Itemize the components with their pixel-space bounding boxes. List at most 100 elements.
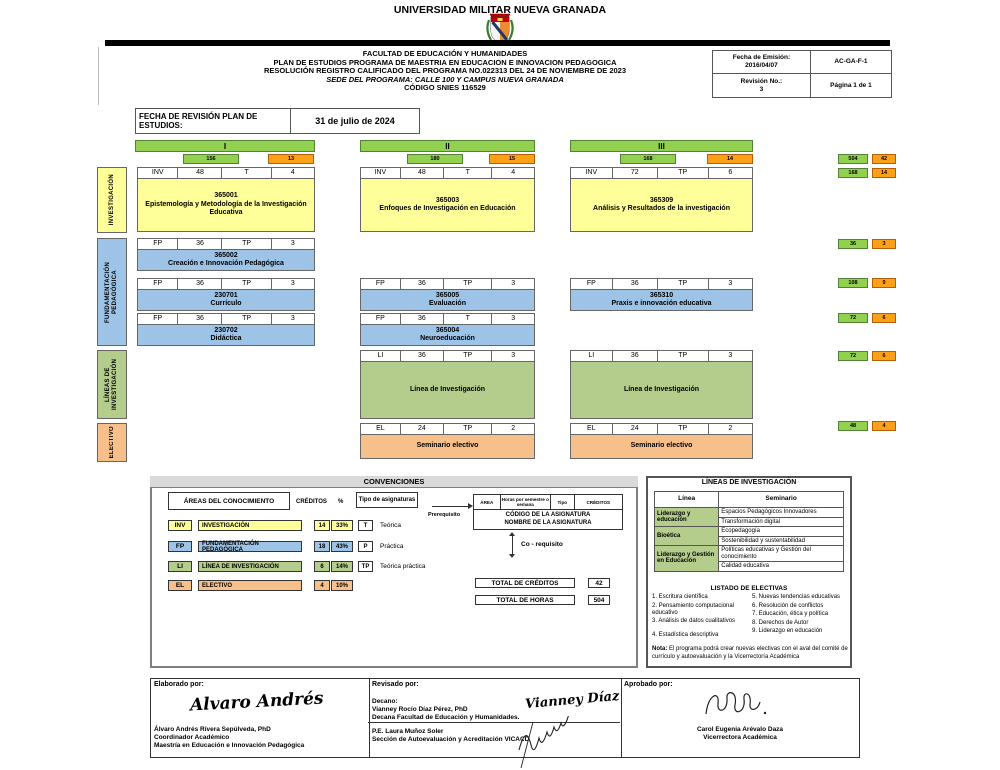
type-chip-tp: TP (358, 561, 373, 572)
course-hours: 24 (401, 424, 445, 434)
course-code: 365310 (649, 291, 674, 299)
type-label-teorica: Teórica (380, 522, 401, 529)
course-area: FP (571, 279, 613, 289)
aprobado-signature-scribble (700, 686, 780, 727)
course-name: Enfoques de Investigación en Educación (379, 205, 516, 212)
course-card-seminario-electivo-s2: EL 24 TP 2 Seminario electivo (360, 423, 535, 459)
revisado-role-1: Decana Facultad de Educación y Humanidad… (372, 714, 520, 721)
course-credits: 3 (728, 280, 733, 287)
course-area: FP (361, 314, 401, 324)
course-area: FP (138, 314, 179, 324)
course-type: TP (444, 424, 493, 434)
sample-course-name: NOMBRE DE LA ASIGNATURA (504, 519, 592, 526)
legend-area-li: LÍNEA DE INVESTIGACIÓN (198, 561, 302, 572)
semester-3-hours-box: 168 (620, 154, 676, 164)
sample-area-header: ÁREA (474, 495, 501, 509)
elaborado-name: Álvaro Andrés Rivera Sepúlveda, PhD (154, 726, 271, 733)
revisado-label: Revisado por: (372, 681, 419, 688)
course-name: Currículo (210, 300, 242, 307)
fp-row3-credits-box: 6 (872, 313, 896, 323)
course-card-230702: FP 36 TP 3 230702 Didáctica (137, 313, 315, 346)
course-code: 365002 (214, 251, 238, 259)
course-area: INV (138, 168, 179, 178)
plan-revision-date-value: 31 de julio de 2024 (315, 116, 395, 126)
legend-abbr-inv: INV (168, 520, 192, 531)
course-code: 365001 (214, 192, 238, 200)
line-liderazgo-gestion: Liderazgo y Gestión en Educación (653, 545, 720, 572)
course-code: 230702 (214, 326, 238, 334)
course-name: Creación e Innovación Pedagógica (168, 260, 284, 267)
seminar-item: Políticas educativas y Gestión del conoc… (718, 545, 844, 562)
aprobado-info: Carol Eugenia Arévalo Daza Vicerrectora … (640, 726, 840, 742)
semester-3-header: III (570, 140, 753, 152)
dean-label: Decano: (372, 698, 398, 705)
course-area: EL (571, 424, 613, 434)
course-hours: 36 (178, 314, 223, 324)
course-name: Análisis y Resultados de la investigació… (593, 205, 730, 212)
course-credits: 3 (290, 280, 295, 287)
legend-credits-li: 6 (314, 561, 330, 572)
seminar-item: Espacios Pedagógicos Innovadores (718, 507, 844, 518)
university-crest-logo (484, 12, 516, 51)
seminar-item: Transformación digital (718, 516, 844, 527)
emission-date-cell: Fecha de Emisión: 2016/04/07 (713, 51, 811, 74)
semester-2-hours-box: 180 (407, 154, 463, 164)
legend-percent-el: 10% (331, 580, 353, 591)
seminar-item: Calidad educativa (718, 561, 844, 572)
semester-1-hours-box: 156 (183, 154, 239, 164)
fp-row1-credits-box: 3 (872, 239, 896, 249)
semester-2-credits-box: 15 (489, 154, 535, 164)
seminar-item: Sostenibilidad y sustentabilidad (718, 535, 844, 546)
course-area: INV (571, 168, 613, 178)
course-card-365004: FP 36 T 3 365004 Neuroeducación (360, 313, 535, 346)
fp-row1-hours-box: 36 (838, 239, 868, 249)
el-row-credits-box: 4 (872, 421, 896, 431)
course-type: TP (658, 351, 709, 361)
course-card-365001: INV 48 T 4 365001 Epistemología y Metodo… (137, 167, 315, 232)
course-credits: 4 (290, 169, 295, 176)
fp-row3-hours-box: 72 (838, 313, 868, 323)
course-hours: 36 (401, 314, 445, 324)
course-area: FP (361, 279, 401, 289)
course-type: TP (658, 424, 709, 434)
course-credits: 3 (511, 280, 516, 287)
aprobado-label: Aprobado por: (624, 681, 673, 688)
course-hours: 48 (401, 168, 445, 178)
revisado-signature-2-scribble (515, 704, 585, 770)
elaborado-info: Álvaro Andrés Rivera Sepúlveda, PhD Coor… (154, 726, 364, 750)
course-name: Línea de Investigación (409, 385, 486, 393)
legend-credits-fp: 18 (314, 541, 330, 552)
header-divider-bar (105, 40, 890, 46)
course-credits: 3 (290, 315, 295, 322)
course-card-365310: FP 36 TP 3 365310 Praxis e innovación ed… (570, 278, 753, 311)
electives-title: LISTADO DE ELECTIVAS (710, 585, 788, 592)
course-hours: 36 (613, 351, 658, 361)
course-type: T (444, 314, 493, 324)
course-credits: 3 (728, 352, 733, 359)
legend-percent-fp: 43% (331, 541, 353, 552)
campus-line: SEDE DEL PROGRAMA: CALLE 100 Y CAMPUS NU… (326, 74, 564, 84)
elective-item: 8. Derechos de Autor (752, 619, 809, 626)
note-label: Nota: (652, 646, 668, 652)
course-code: 365003 (435, 196, 460, 204)
course-area: LI (361, 351, 401, 361)
aprobado-name: Carol Eugenia Arévalo Daza (696, 726, 784, 733)
electives-list-right: 5. Nuevas tendencias educativas 6. Resol… (752, 594, 850, 637)
elective-item: 3. Análisis de datos cualitativos (652, 618, 736, 624)
area-band-electivo: ELECTIVO (97, 423, 127, 462)
areas-header-box: ÁREAS DEL CONOCIMIENTO (168, 492, 290, 510)
course-credits: 2 (511, 425, 516, 432)
area-band-fundamentacion: FUNDAMENTACIÓN PEDAGÓGICA (97, 238, 127, 346)
page-number-cell: Página 1 de 1 (830, 81, 872, 89)
legend-abbr-li: LI (168, 561, 192, 572)
course-name: Línea de Investigación (623, 385, 700, 393)
course-type: T (444, 168, 493, 178)
sample-credits-header: CRÉDITOS (586, 499, 611, 505)
course-name: Epistemología y Metodología de la Invest… (145, 200, 307, 217)
course-type: TP (444, 279, 493, 289)
revision-number-cell: Revisión No.: 3 (713, 74, 811, 97)
legend-percent-inv: 33% (331, 520, 353, 531)
course-credits: 2 (728, 425, 733, 432)
revisado-name-1: Vianney Rocío Díaz Pérez, PhD (372, 706, 468, 713)
type-chip-p: P (358, 541, 373, 552)
